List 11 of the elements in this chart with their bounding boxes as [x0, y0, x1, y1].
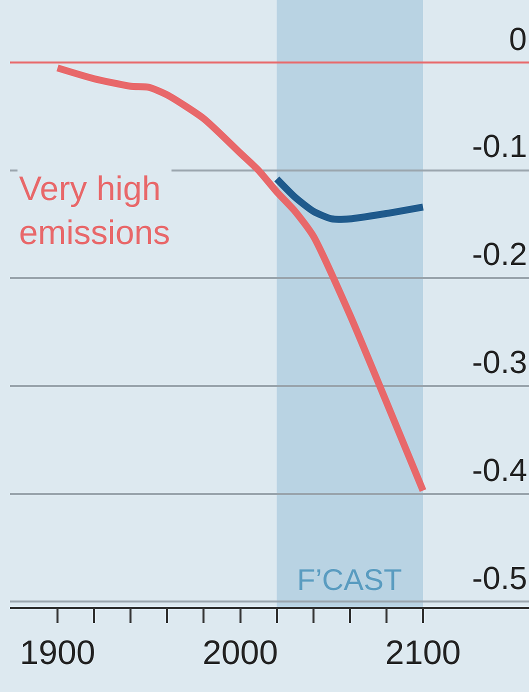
- x-tick-label: 2100: [385, 634, 461, 672]
- band-label: F’CAST: [297, 564, 402, 597]
- y-tick-label: -0.2: [472, 236, 528, 272]
- y-tick-label: 0: [509, 21, 527, 57]
- y-tick-label: -0.1: [472, 128, 528, 164]
- x-tick-label: 2000: [202, 634, 278, 672]
- x-tick-label: 1900: [20, 634, 96, 672]
- series-label: Very high emissions: [19, 170, 170, 252]
- y-tick-label: -0.5: [472, 560, 528, 596]
- y-tick-label: -0.4: [472, 452, 528, 488]
- y-tick-label: -0.3: [472, 344, 528, 380]
